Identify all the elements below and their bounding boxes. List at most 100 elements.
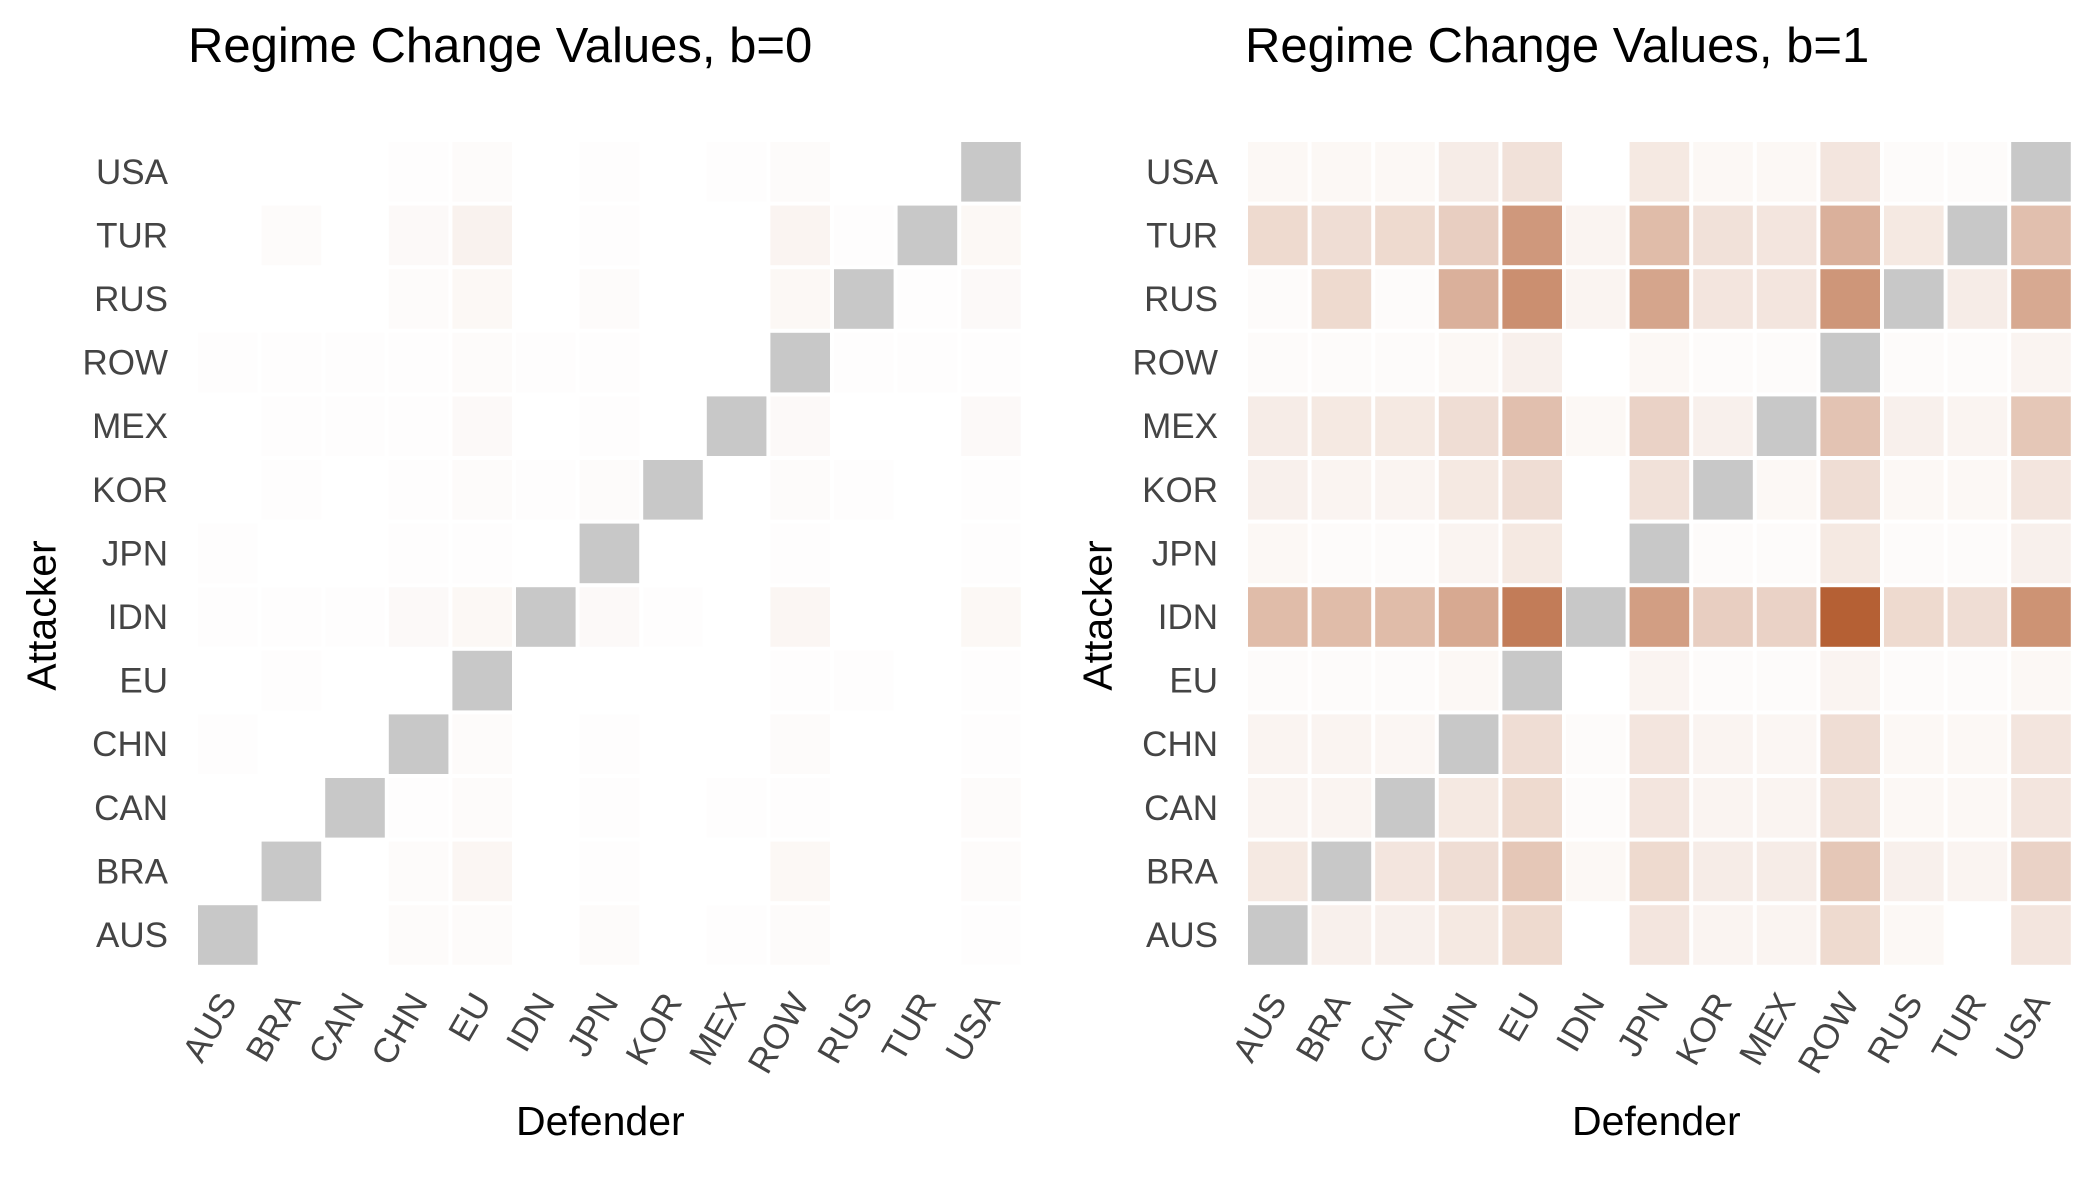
heatmap-cell-eu-mex <box>706 650 767 711</box>
heatmap-cell-eu-chn <box>1438 650 1499 711</box>
heatmap-cell-rus-row <box>770 269 830 329</box>
heatmap-cell-eu-mex <box>1756 650 1817 711</box>
y-tick-label-tur: TUR <box>1146 216 1218 255</box>
heatmap-cell-jpn-tur <box>897 523 958 584</box>
heatmap-cell-can-jpn <box>579 778 640 838</box>
heatmap-cell-aus-aus <box>198 905 258 965</box>
heatmap-cell-jpn-row <box>770 523 830 584</box>
heatmap-cell-chn-aus <box>198 714 258 774</box>
heatmap-cell-eu-idn <box>1566 650 1626 711</box>
panel-right-y-axis-title: Attacker <box>1074 540 1121 691</box>
heatmap-cell-mex-aus <box>1248 396 1308 456</box>
heatmap-cell-idn-bra <box>261 587 322 647</box>
heatmap-cell-row-idn <box>516 332 576 393</box>
heatmap-cell-chn-chn <box>1438 714 1499 774</box>
heatmap-cell-usa-eu <box>452 142 512 202</box>
heatmap-cell-usa-row <box>1820 142 1880 202</box>
heatmap-cell-mex-chn <box>388 396 449 456</box>
heatmap-cell-row-can <box>325 332 385 393</box>
heatmap-cell-aus-eu <box>1502 905 1562 965</box>
heatmap-cell-rus-mex <box>1756 269 1817 329</box>
heatmap-cell-kor-chn <box>1438 460 1499 520</box>
heatmap-cell-mex-can <box>325 396 385 456</box>
x-tick-label-row: ROW <box>1791 987 1868 1081</box>
y-tick-label-aus: AUS <box>96 916 168 955</box>
heatmap-cell-tur-can <box>1375 205 1435 266</box>
heatmap-cell-rus-aus <box>198 269 258 329</box>
heatmap-cell-aus-bra <box>261 905 322 965</box>
y-tick-label-can: CAN <box>94 789 168 828</box>
heatmap-cell-bra-can <box>1375 841 1435 902</box>
heatmap-cell-usa-jpn <box>579 142 640 202</box>
heatmap-cell-chn-row <box>1820 714 1880 774</box>
x-tick-label-kor: KOR <box>618 987 690 1072</box>
heatmap-cell-chn-chn <box>388 714 449 774</box>
heatmap-cell-can-chn <box>1438 778 1499 838</box>
heatmap-cell-jpn-rus <box>1884 523 1944 584</box>
heatmap-cell-eu-tur <box>897 650 958 711</box>
heatmap-cell-idn-chn <box>388 587 449 647</box>
heatmap-cell-idn-idn <box>1566 587 1626 647</box>
heatmap-cell-rus-bra <box>1311 269 1372 329</box>
heatmap-cell-row-chn <box>388 332 449 393</box>
heatmap-cell-tur-kor <box>643 205 703 266</box>
heatmap-cell-jpn-aus <box>1248 523 1308 584</box>
heatmap-cell-row-tur <box>1947 332 2008 393</box>
heatmap-cell-jpn-aus <box>198 523 258 584</box>
heatmap-cell-rus-usa <box>961 269 1021 329</box>
x-tick-label-chn: CHN <box>1414 987 1486 1072</box>
heatmap-cell-aus-rus <box>834 905 894 965</box>
heatmap-cell-tur-jpn <box>579 205 640 266</box>
heatmap-cell-jpn-can <box>325 523 385 584</box>
heatmap-cell-aus-row <box>1820 905 1880 965</box>
heatmap-cell-rus-jpn <box>579 269 640 329</box>
heatmap-cell-bra-rus <box>1884 841 1944 902</box>
x-tick-label-can: CAN <box>1351 987 1422 1071</box>
heatmap-cell-usa-kor <box>1693 142 1753 202</box>
heatmap-cell-can-eu <box>1502 778 1562 838</box>
heatmap-cell-eu-aus <box>1248 650 1308 711</box>
x-tick-label-usa: USA <box>938 986 1008 1068</box>
heatmap-cell-mex-mex <box>1756 396 1817 456</box>
heatmap-cell-usa-aus <box>198 142 258 202</box>
x-tick-label-aus: AUS <box>1225 987 1295 1069</box>
heatmap-cell-mex-row <box>1820 396 1880 456</box>
heatmap-cell-can-can <box>1375 778 1435 838</box>
heatmap-cell-jpn-chn <box>1438 523 1499 584</box>
heatmap-cell-jpn-eu <box>1502 523 1562 584</box>
heatmap-cell-kor-bra <box>1311 460 1372 520</box>
heatmap-cell-mex-jpn <box>1629 396 1690 456</box>
panel-right-title: Regime Change Values, b=1 <box>1245 19 1870 73</box>
heatmap-cell-eu-eu <box>1502 650 1562 711</box>
heatmap-cell-idn-chn <box>1438 587 1499 647</box>
heatmap-cell-kor-idn <box>1566 460 1626 520</box>
heatmap-cell-tur-rus <box>1884 205 1944 266</box>
heatmap-cell-eu-idn <box>516 650 576 711</box>
heatmap-cell-bra-mex <box>1756 841 1817 902</box>
x-tick-label-tur: TUR <box>875 987 945 1069</box>
heatmap-cell-kor-can <box>1375 460 1435 520</box>
heatmap-cell-bra-idn <box>516 841 576 902</box>
heatmap-cell-eu-row <box>1820 650 1880 711</box>
heatmap-cell-bra-kor <box>643 841 703 902</box>
heatmap-cell-usa-kor <box>643 142 703 202</box>
heatmap-cell-eu-jpn <box>1629 650 1690 711</box>
heatmap-cell-can-eu <box>452 778 512 838</box>
heatmap-cell-kor-kor <box>643 460 703 520</box>
heatmap-cell-mex-rus <box>1884 396 1944 456</box>
heatmap-cell-chn-aus <box>1248 714 1308 774</box>
heatmap-cell-usa-row <box>770 142 830 202</box>
heatmap-cell-idn-kor <box>1693 587 1753 647</box>
heatmap-cell-usa-chn <box>388 142 449 202</box>
heatmap-cell-aus-can <box>325 905 385 965</box>
panel-right-x-axis-title: Defender <box>1572 1098 1741 1144</box>
heatmap-cell-row-aus <box>1248 332 1308 393</box>
heatmap-cell-row-usa <box>961 332 1021 393</box>
heatmap-cell-mex-mex <box>706 396 767 456</box>
heatmap-cell-kor-usa <box>961 460 1021 520</box>
heatmap-cell-row-usa <box>2011 332 2071 393</box>
heatmap-cell-usa-can <box>325 142 385 202</box>
heatmap-cell-can-idn <box>1566 778 1626 838</box>
heatmap-cell-bra-jpn <box>1629 841 1690 902</box>
heatmap-cell-kor-kor <box>1693 460 1753 520</box>
